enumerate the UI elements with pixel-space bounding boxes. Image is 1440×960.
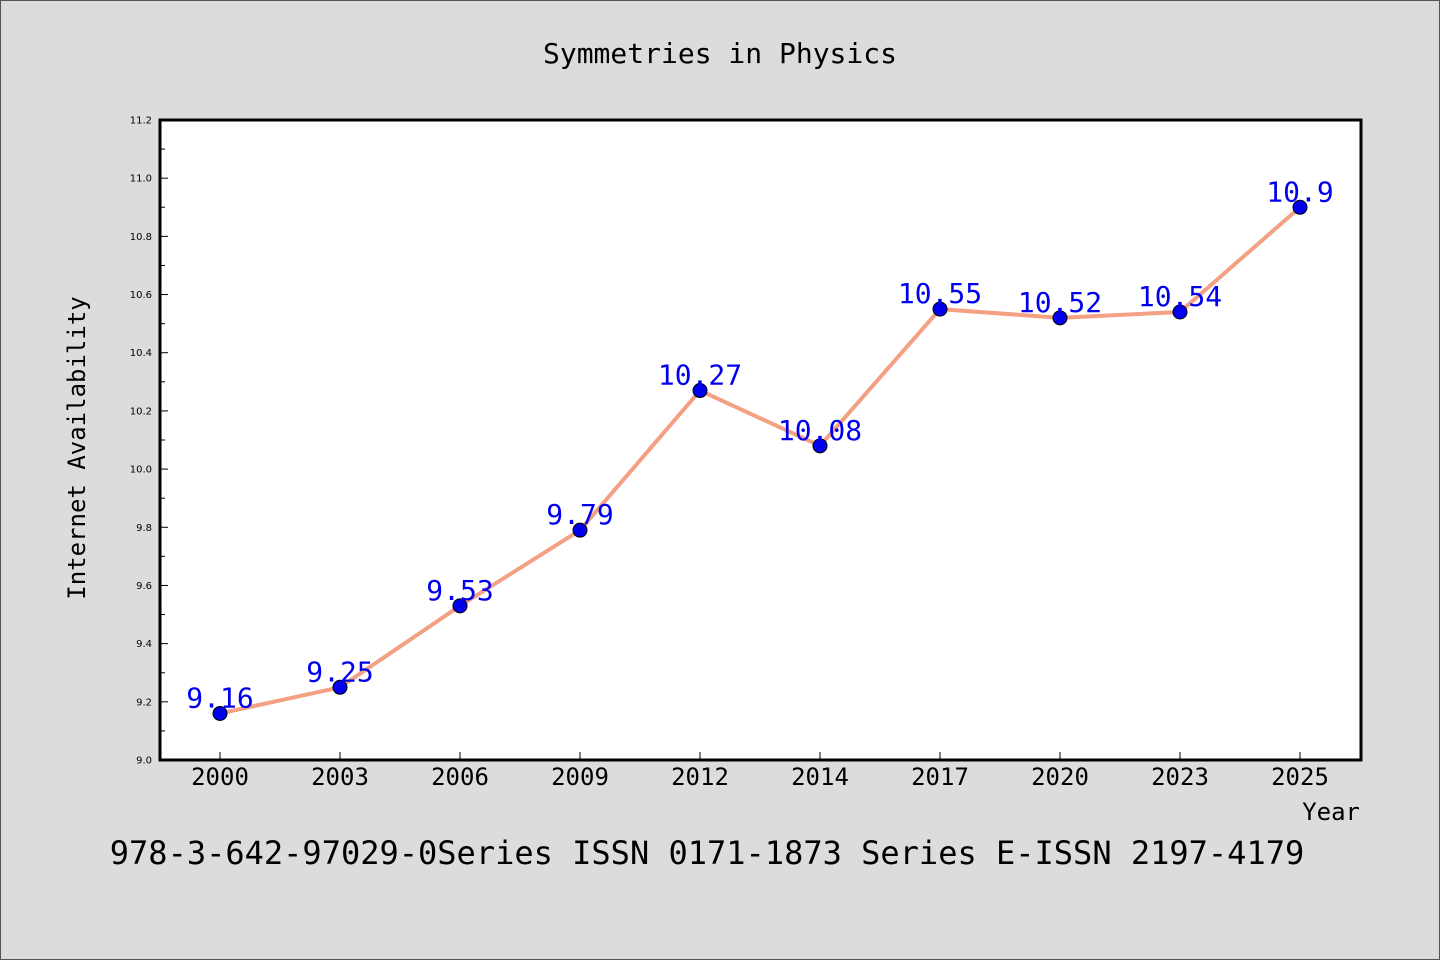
- data-label: 9.25: [306, 655, 373, 688]
- data-label: 10.54: [1138, 280, 1222, 313]
- data-label: 10.52: [1018, 286, 1102, 319]
- y-tick-label: 9.2: [136, 697, 152, 708]
- x-tick-label: 2000: [191, 763, 249, 791]
- data-point: [212, 705, 228, 721]
- y-tick-label: 9.6: [136, 581, 152, 592]
- x-axis-label: Year: [1302, 798, 1360, 826]
- data-point: [1052, 310, 1068, 326]
- y-tick-label: 10.4: [130, 348, 152, 359]
- x-tick-label: 2020: [1031, 763, 1089, 791]
- plot-frame: [158, 118, 1363, 762]
- x-tick-label: 2023: [1151, 763, 1209, 791]
- data-label: 9.53: [426, 574, 493, 607]
- data-labels: 9.16 9.25 9.53 9.79 10.27 10.08 10.55 10.52 10.5…: [186, 175, 1333, 714]
- y-tick-label: 9.8: [136, 523, 152, 534]
- x-tick-label: 2003: [311, 763, 369, 791]
- data-label: 10.27: [658, 359, 742, 392]
- x-tick-label: 2017: [911, 763, 969, 791]
- data-label: 9.79: [546, 498, 613, 531]
- y-tick-label: 11.0: [130, 174, 152, 185]
- data-label: 10.08: [778, 414, 862, 447]
- data-point: [1172, 304, 1188, 320]
- x-tick-label: 2025: [1271, 763, 1329, 791]
- data-label: 10.9: [1266, 175, 1333, 208]
- y-axis-label: Internet Availability: [63, 296, 91, 599]
- x-tick-label: 2012: [671, 763, 729, 791]
- series-markers: [212, 199, 1308, 721]
- data-label: 9.16: [186, 681, 253, 714]
- y-tick-label: 9.0: [136, 756, 152, 767]
- footer-isbn-text: 978-3-642-97029-0Series ISSN 0171-1873 S…: [110, 834, 1304, 872]
- data-point: [692, 383, 708, 399]
- data-point: [1292, 199, 1308, 215]
- y-tick-label: 10.6: [130, 290, 152, 301]
- x-tick-label: 2006: [431, 763, 489, 791]
- data-point: [932, 301, 948, 317]
- y-tick-label: 11.2: [130, 116, 152, 127]
- chart-title: Symmetries in Physics: [543, 37, 897, 70]
- x-axis-ticks: 2000 2003 2006 2009 2012 2014 2017 2020 2023 2025: [191, 752, 1329, 791]
- y-tick-label: 9.4: [136, 639, 152, 650]
- series-line: [219, 205, 1302, 716]
- data-point: [572, 522, 588, 538]
- y-tick-label: 10.2: [130, 406, 152, 417]
- data-point: [812, 438, 828, 454]
- plot-area: [160, 120, 1361, 760]
- series-polyline: [219, 205, 1302, 716]
- data-point: [332, 679, 348, 695]
- y-tick-label: 10.0: [130, 465, 152, 476]
- y-tick-label: 10.8: [130, 232, 152, 243]
- x-tick-label: 2009: [551, 763, 609, 791]
- data-label: 10.55: [898, 277, 982, 310]
- x-tick-label: 2014: [791, 763, 849, 791]
- data-point: [452, 598, 468, 614]
